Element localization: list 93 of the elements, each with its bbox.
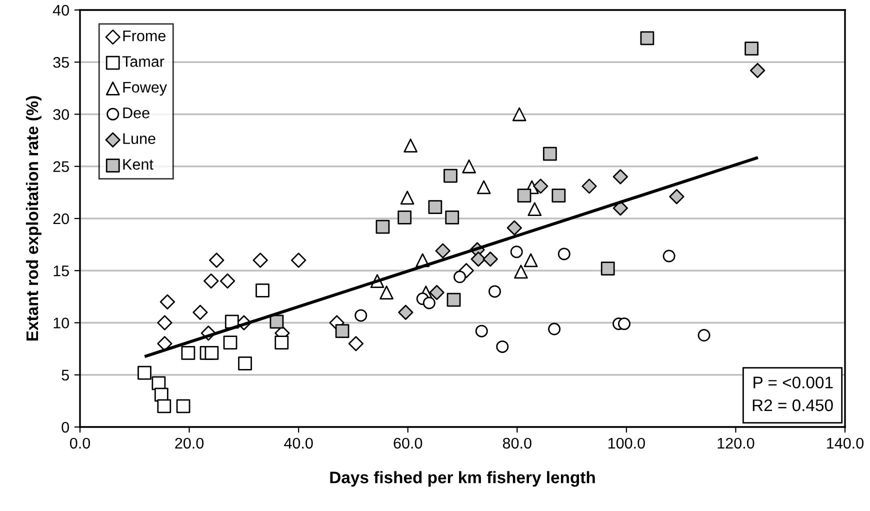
point: [376, 220, 390, 234]
annotation: P = <0.001: [754, 376, 833, 388]
y-tick-label: 0: [62, 422, 69, 433]
point: [270, 314, 284, 329]
y-tick-label: 10: [54, 318, 69, 328]
point: [528, 202, 542, 216]
point: [533, 178, 548, 194]
x-tick-label: 80.0: [502, 438, 532, 449]
point: [238, 356, 252, 370]
point: [380, 286, 394, 300]
point: [192, 304, 208, 320]
y-tick-label: 35: [53, 56, 69, 68]
point: [698, 329, 710, 342]
point: [157, 315, 172, 330]
point: [157, 336, 172, 352]
legend-label: Dee: [123, 108, 150, 118]
point: [488, 285, 501, 298]
y-axis-title: Extant rod exploitation rate (%): [26, 96, 42, 341]
point: [204, 346, 219, 360]
y-tick-label: 20: [53, 213, 69, 224]
point: [398, 210, 412, 224]
point: [428, 200, 442, 214]
point: [223, 336, 238, 350]
point: [454, 270, 466, 284]
point: [138, 366, 152, 380]
point: [252, 252, 268, 268]
point: [204, 273, 219, 289]
point: [348, 336, 364, 352]
point: [612, 169, 628, 184]
point: [176, 399, 190, 414]
point: [524, 253, 538, 268]
y-tick-label: 5: [62, 370, 69, 381]
point: [552, 188, 566, 203]
point: [157, 399, 172, 414]
point: [548, 322, 561, 336]
point: [446, 292, 461, 307]
point: [640, 31, 654, 46]
x-tick-label: 100.0: [608, 438, 645, 449]
x-tick-label: 140.0: [827, 438, 864, 449]
legend-label: Fowey: [123, 82, 167, 96]
point: [274, 336, 289, 350]
point: [429, 284, 444, 300]
point: [506, 220, 522, 236]
point: [496, 340, 509, 353]
point: [291, 252, 306, 268]
legend-label: Lune: [123, 133, 156, 144]
point: [209, 252, 224, 268]
point: [542, 146, 557, 161]
point: [612, 200, 628, 216]
point: [256, 283, 270, 298]
point: [422, 296, 436, 310]
point: [445, 210, 460, 224]
legend-label: Frome: [123, 30, 166, 42]
point: [558, 248, 570, 260]
x-tick-label: 20.0: [175, 438, 204, 449]
y-tick-label: 15: [54, 266, 69, 276]
point: [618, 318, 630, 330]
point: [160, 294, 175, 310]
point: [444, 168, 458, 183]
point: [514, 264, 528, 279]
point: [582, 178, 597, 194]
point: [476, 180, 491, 194]
point: [744, 42, 759, 56]
x-tick-label: 0.0: [70, 438, 90, 449]
point: [435, 243, 450, 258]
annotation: R2 = 0.450: [752, 399, 833, 412]
x-axis-title: Days fished per km fishery length: [330, 471, 595, 487]
point: [470, 252, 486, 267]
x-tick-label: 40.0: [284, 438, 313, 449]
y-tick-label: 40: [52, 4, 69, 16]
point: [669, 189, 684, 204]
x-tick-label: 60.0: [394, 438, 422, 449]
point: [400, 190, 414, 205]
point: [482, 252, 498, 267]
point: [181, 346, 196, 360]
point: [220, 273, 236, 289]
point: [512, 107, 526, 122]
point: [404, 138, 418, 152]
point: [475, 324, 488, 338]
point: [510, 246, 523, 258]
y-tick-label: 30: [53, 109, 69, 120]
point: [750, 62, 766, 78]
point: [600, 262, 615, 276]
point: [662, 250, 676, 262]
y-tick-label: 25: [53, 161, 69, 172]
point: [335, 324, 350, 338]
point: [462, 159, 476, 174]
legend-label: Kent: [123, 159, 154, 170]
x-tick-label: 120.0: [718, 438, 754, 449]
point: [398, 304, 414, 320]
point: [354, 309, 368, 322]
legend-label: Tamar: [122, 56, 164, 67]
point: [517, 188, 532, 203]
